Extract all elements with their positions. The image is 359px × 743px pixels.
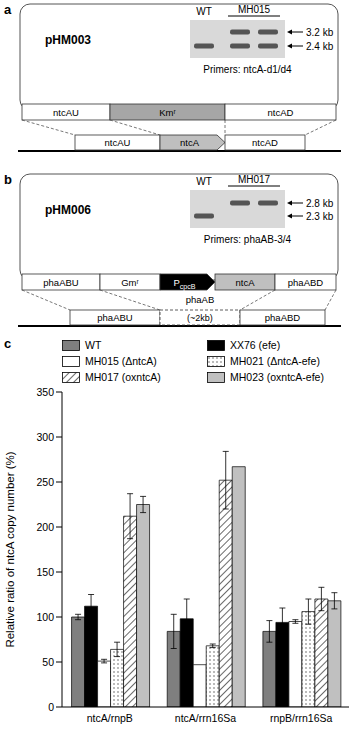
svg-text:ntcAD: ntcAD xyxy=(268,107,294,118)
svg-text:b: b xyxy=(4,172,12,187)
svg-text:2.3 kb: 2.3 kb xyxy=(306,211,334,222)
svg-text:2.8 kb: 2.8 kb xyxy=(306,198,334,209)
svg-text:phaABD: phaABD xyxy=(288,277,324,288)
svg-text:pHM003: pHM003 xyxy=(45,33,91,47)
svg-text:ntcA: ntcA xyxy=(235,277,255,288)
svg-text:ntcA/rnpB: ntcA/rnpB xyxy=(87,712,133,724)
svg-text:200: 200 xyxy=(36,521,54,533)
svg-text:100: 100 xyxy=(36,611,54,623)
svg-text:c: c xyxy=(4,336,11,351)
svg-text:rnpB/rrn16Sa: rnpB/rrn16Sa xyxy=(270,712,333,724)
svg-text:0: 0 xyxy=(48,701,54,713)
svg-text:a: a xyxy=(4,2,12,17)
svg-text:MH015: MH015 xyxy=(238,4,271,15)
svg-text:pHM006: pHM006 xyxy=(45,203,91,217)
svg-text:(~2kb): (~2kb) xyxy=(187,313,213,323)
svg-text:ntcAD: ntcAD xyxy=(252,137,278,148)
svg-text:PcpcB: PcpcB xyxy=(173,277,195,291)
svg-text:WT: WT xyxy=(196,6,212,17)
svg-text:ntcA/rrn16Sa: ntcA/rrn16Sa xyxy=(175,712,236,724)
svg-text:50: 50 xyxy=(42,656,54,668)
svg-text:300: 300 xyxy=(36,431,54,443)
svg-text:Primers: phaAB-3/4: Primers: phaAB-3/4 xyxy=(204,234,292,245)
svg-text:phaABU: phaABU xyxy=(97,312,133,323)
svg-text:Kmʳ: Kmʳ xyxy=(159,107,176,118)
svg-text:phaABD: phaABD xyxy=(265,312,301,323)
svg-text:Primers: ntcA-d1/d4: Primers: ntcA-d1/d4 xyxy=(203,64,292,75)
html-text:XX76 (efe): XX76 (efe) xyxy=(230,339,281,351)
svg-text:MH017: MH017 xyxy=(238,174,271,185)
svg-text:3.2 kb: 3.2 kb xyxy=(306,27,334,38)
svg-text:2.4 kb: 2.4 kb xyxy=(306,41,334,52)
html-text:MH015 (ΔntcA): MH015 (ΔntcA) xyxy=(85,355,157,367)
svg-text:ntcAU: ntcAU xyxy=(53,107,79,118)
html-text:WT: WT xyxy=(85,339,102,351)
svg-text:250: 250 xyxy=(36,476,54,488)
svg-text:WT: WT xyxy=(196,176,212,187)
html-text:MH021 (ΔntcA-efe): MH021 (ΔntcA-efe) xyxy=(230,355,320,367)
html-text:MH023 (oxntcA-efe): MH023 (oxntcA-efe) xyxy=(230,371,324,383)
svg-text:ntcA: ntcA xyxy=(180,137,200,148)
svg-text:350: 350 xyxy=(36,386,54,398)
svg-text:phaAB: phaAB xyxy=(186,294,215,305)
svg-text:phaABU: phaABU xyxy=(43,277,79,288)
html-text:MH017 (oxntcA): MH017 (oxntcA) xyxy=(85,371,161,383)
svg-text:150: 150 xyxy=(36,566,54,578)
svg-text:Relative ratio of ntcA copy nu: Relative ratio of ntcA copy number (%) xyxy=(4,451,16,647)
svg-text:Gmʳ: Gmʳ xyxy=(121,277,139,288)
svg-text:ntcAU: ntcAU xyxy=(105,137,131,148)
